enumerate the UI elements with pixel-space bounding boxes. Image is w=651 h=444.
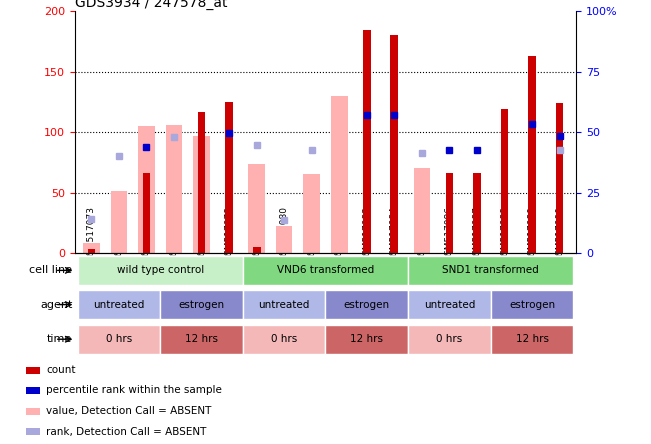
Bar xyxy=(445,173,453,253)
Text: estrogen: estrogen xyxy=(509,300,555,309)
Bar xyxy=(413,168,430,253)
Text: percentile rank within the sample: percentile rank within the sample xyxy=(46,385,222,395)
Text: wild type control: wild type control xyxy=(117,266,204,275)
Text: 12 hrs: 12 hrs xyxy=(516,334,549,344)
Bar xyxy=(331,96,348,253)
Text: 0 hrs: 0 hrs xyxy=(436,334,463,344)
Bar xyxy=(249,163,265,253)
Bar xyxy=(276,226,292,253)
Text: 12 hrs: 12 hrs xyxy=(185,334,218,344)
FancyBboxPatch shape xyxy=(243,290,326,319)
FancyBboxPatch shape xyxy=(491,290,574,319)
Text: untreated: untreated xyxy=(258,300,310,309)
Bar xyxy=(473,173,481,253)
FancyBboxPatch shape xyxy=(26,387,40,394)
FancyBboxPatch shape xyxy=(326,325,408,354)
Text: VND6 transformed: VND6 transformed xyxy=(277,266,374,275)
Text: estrogen: estrogen xyxy=(178,300,225,309)
Bar xyxy=(528,56,536,253)
Bar xyxy=(225,102,233,253)
Text: 12 hrs: 12 hrs xyxy=(350,334,383,344)
FancyBboxPatch shape xyxy=(408,325,491,354)
FancyBboxPatch shape xyxy=(77,290,160,319)
Bar xyxy=(111,191,127,253)
Text: untreated: untreated xyxy=(93,300,145,309)
FancyBboxPatch shape xyxy=(26,367,40,374)
Bar xyxy=(198,111,206,253)
FancyBboxPatch shape xyxy=(408,290,491,319)
FancyBboxPatch shape xyxy=(408,256,574,285)
Bar xyxy=(556,103,564,253)
Text: value, Detection Call = ABSENT: value, Detection Call = ABSENT xyxy=(46,406,212,416)
Bar xyxy=(87,250,95,253)
Text: 0 hrs: 0 hrs xyxy=(106,334,132,344)
Bar xyxy=(303,174,320,253)
Text: rank, Detection Call = ABSENT: rank, Detection Call = ABSENT xyxy=(46,427,206,437)
FancyBboxPatch shape xyxy=(326,290,408,319)
Text: time: time xyxy=(47,334,72,344)
Bar xyxy=(253,247,260,253)
FancyBboxPatch shape xyxy=(77,325,160,354)
FancyBboxPatch shape xyxy=(77,256,243,285)
Bar xyxy=(501,109,508,253)
Text: cell line: cell line xyxy=(29,266,72,275)
FancyBboxPatch shape xyxy=(160,290,243,319)
Bar xyxy=(143,173,150,253)
FancyBboxPatch shape xyxy=(243,256,408,285)
FancyBboxPatch shape xyxy=(243,325,326,354)
Bar xyxy=(166,125,182,253)
Text: GDS3934 / 247578_at: GDS3934 / 247578_at xyxy=(75,0,227,10)
Bar xyxy=(193,136,210,253)
Bar xyxy=(138,126,155,253)
Bar xyxy=(83,243,100,253)
FancyBboxPatch shape xyxy=(160,325,243,354)
Text: 0 hrs: 0 hrs xyxy=(271,334,298,344)
Text: count: count xyxy=(46,365,76,376)
FancyBboxPatch shape xyxy=(26,428,40,435)
Bar xyxy=(391,36,398,253)
Bar xyxy=(363,31,370,253)
Text: agent: agent xyxy=(40,300,72,309)
Text: estrogen: estrogen xyxy=(344,300,390,309)
Text: untreated: untreated xyxy=(424,300,475,309)
Text: SND1 transformed: SND1 transformed xyxy=(443,266,539,275)
FancyBboxPatch shape xyxy=(26,408,40,415)
FancyBboxPatch shape xyxy=(491,325,574,354)
